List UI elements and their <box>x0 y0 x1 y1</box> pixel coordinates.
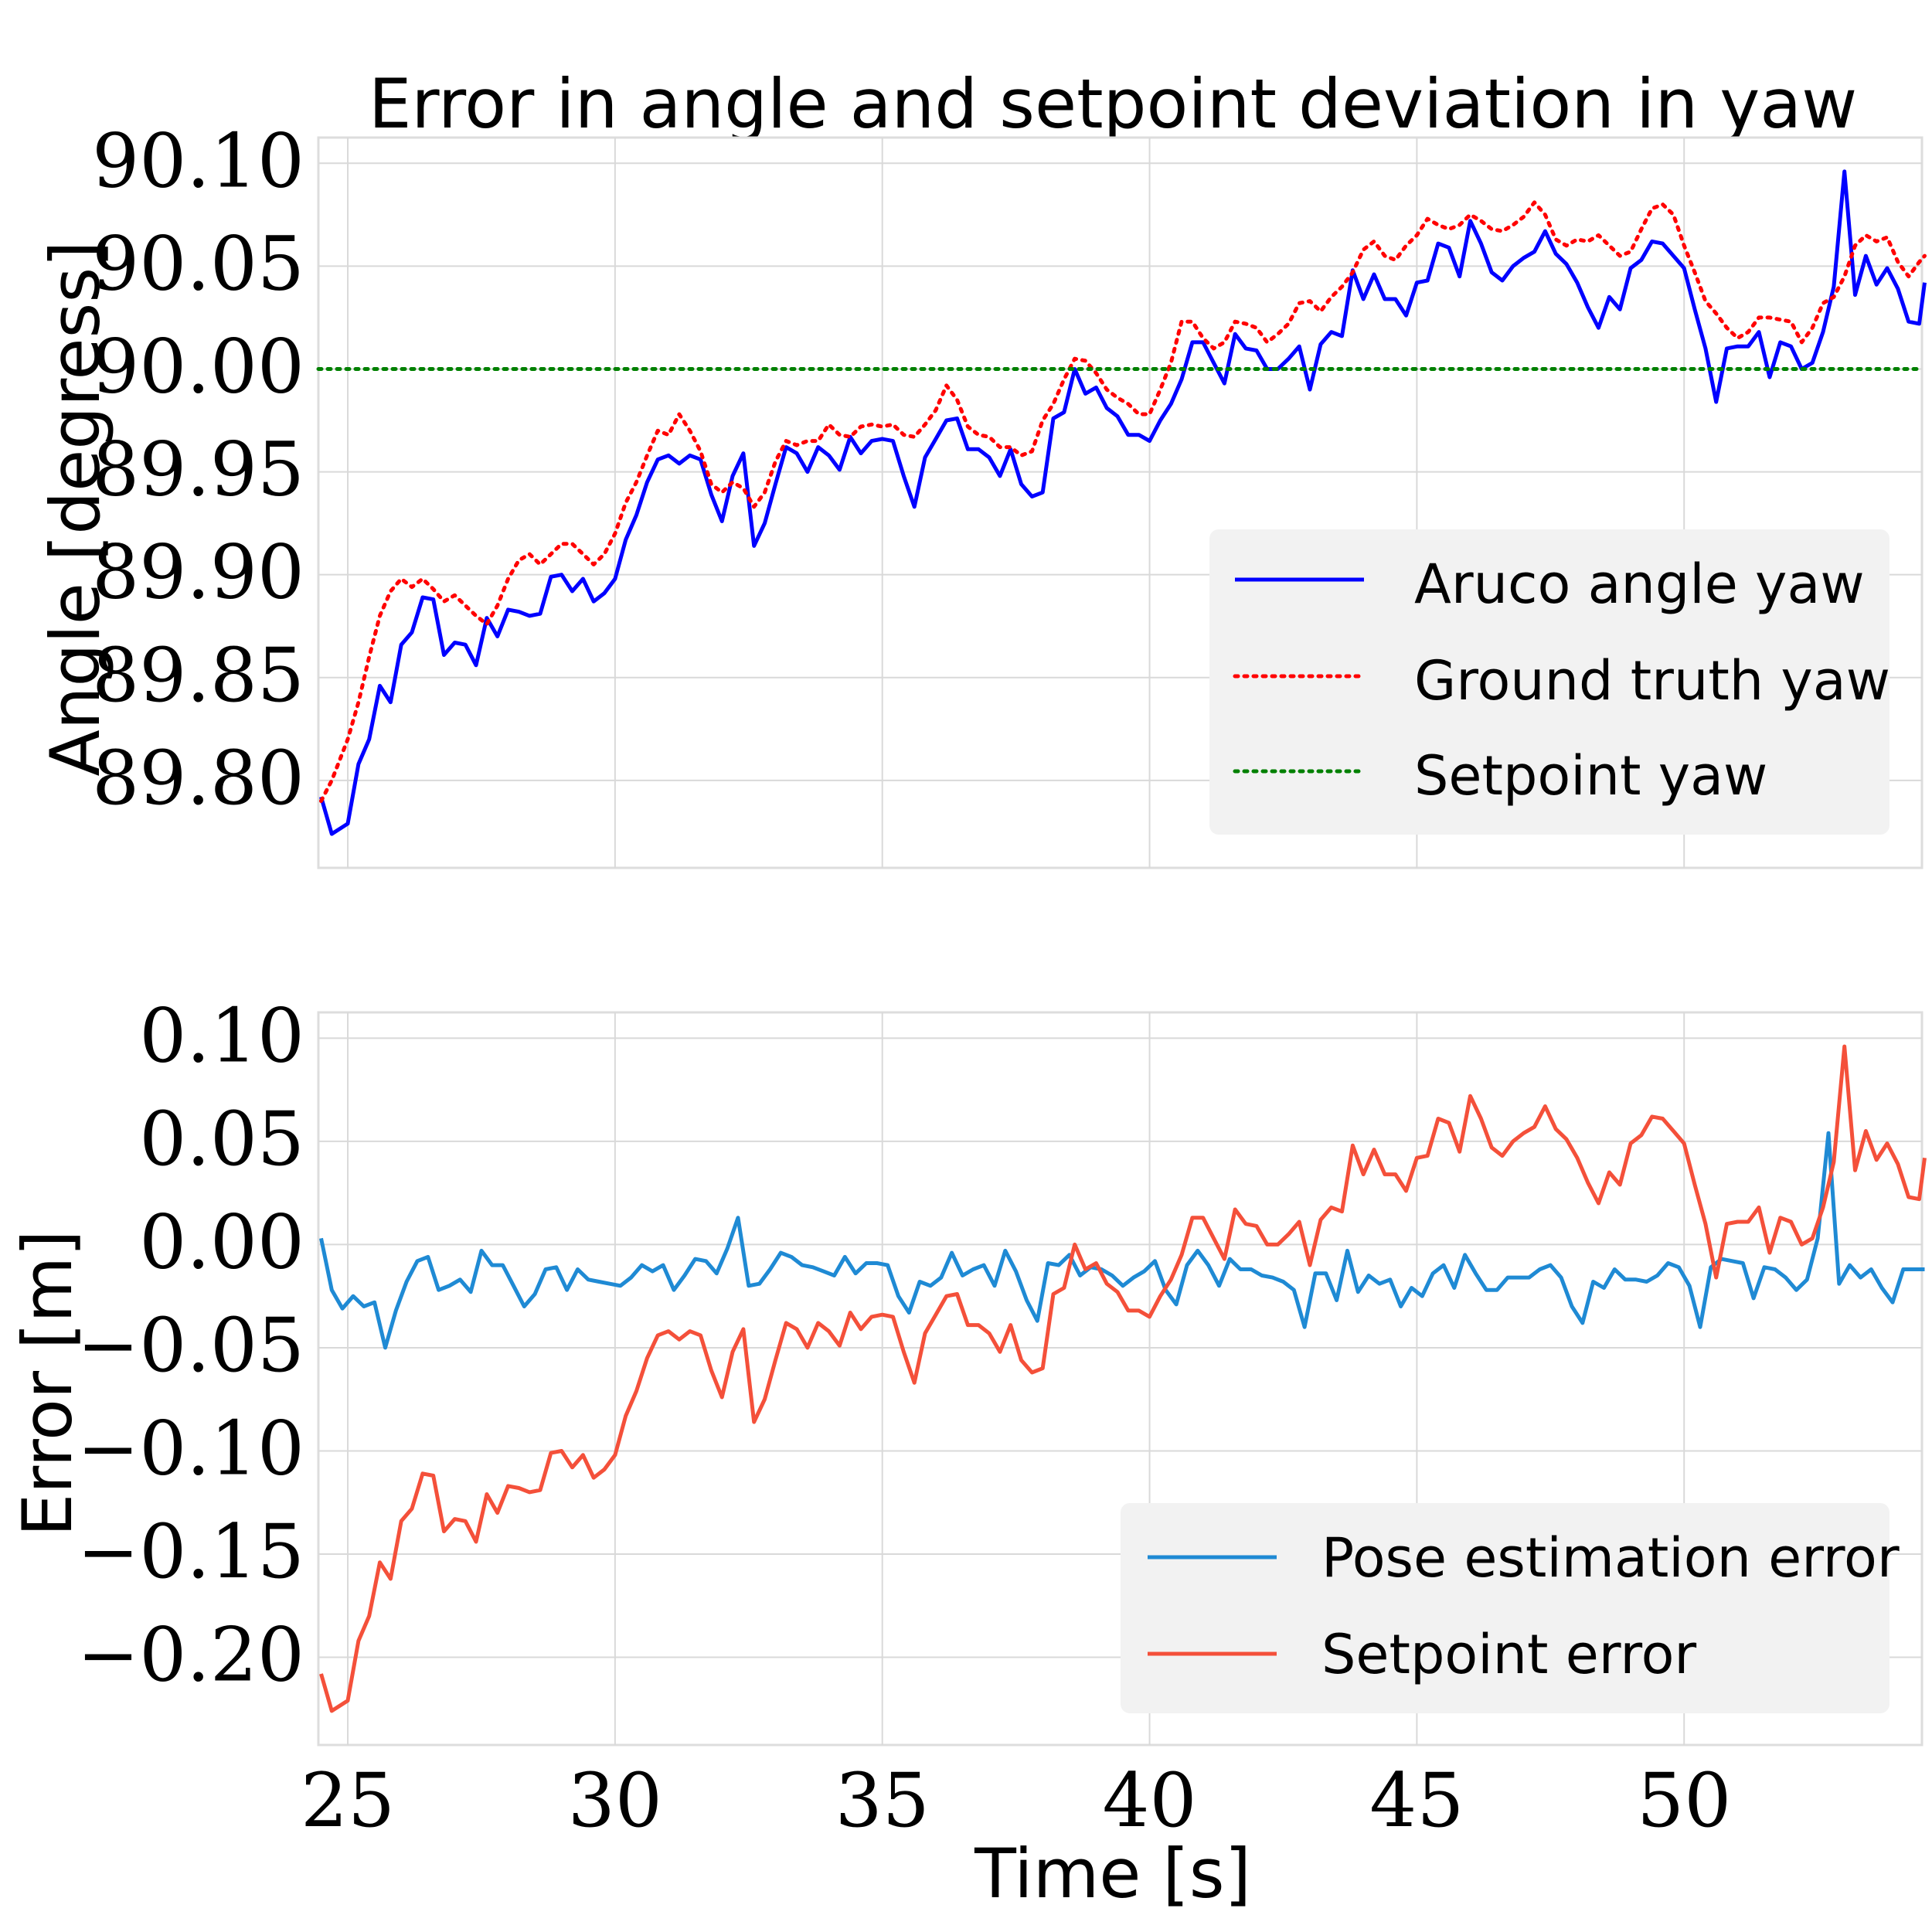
error-y-axis-label: Error [m] <box>8 1230 87 1537</box>
legend-setpoint-label: Setpoint yaw <box>1414 744 1767 808</box>
error-series-line <box>319 1131 1925 1350</box>
legend-ground-truth-label: Ground truth yaw <box>1414 649 1890 713</box>
x-tick-label: 35 <box>835 1757 930 1844</box>
legend-aruco-label: Aruco angle yaw <box>1414 553 1865 616</box>
error-series-line <box>319 1044 1927 1713</box>
angle-y-tick-label: 89.80 <box>92 735 304 821</box>
angle-legend: Aruco angle yaw Ground truth yaw Setpoin… <box>1209 529 1890 835</box>
error-series <box>319 1044 1927 1713</box>
angle-y-tick-label: 90.05 <box>92 220 304 307</box>
angle-series <box>316 169 1927 836</box>
legend-pose-error-label: Pose estimation error <box>1321 1526 1900 1590</box>
angle-y-tick-label: 89.85 <box>92 632 304 719</box>
error-y-tick-label: −0.10 <box>77 1405 304 1492</box>
error-y-tick-label: 0.05 <box>139 1096 304 1182</box>
angle-y-tick-label: 90.10 <box>92 117 304 204</box>
error-y-tick-label: −0.20 <box>77 1612 304 1699</box>
angle-series-line <box>319 169 1927 836</box>
angle-y-tick-label: 89.95 <box>92 427 304 513</box>
error-legend-box <box>1121 1503 1889 1713</box>
x-tick-label: 45 <box>1369 1757 1464 1844</box>
angle-panel: 89.80 89.85 89.90 89.95 90.00 90.05 90.10 Aruc… <box>36 117 1927 869</box>
x-tick-label: 30 <box>568 1757 662 1844</box>
x-tick-label: 25 <box>301 1757 395 1844</box>
x-axis-label: Time [s] <box>974 1834 1251 1913</box>
angle-y-tick-label: 89.90 <box>92 529 304 616</box>
angle-y-tick-labels: 89.80 89.85 89.90 89.95 90.00 90.05 90.10 <box>92 117 304 821</box>
angle-y-axis-label: Angle [degress] <box>36 241 115 777</box>
chart-title: Error in angle and setpoint deviation in… <box>369 64 1857 144</box>
error-x-tick-labels: 25 30 35 40 45 50 <box>301 1757 1731 1844</box>
error-y-tick-label: −0.05 <box>77 1302 304 1389</box>
legend-setpoint-error-label: Setpoint error <box>1321 1623 1696 1686</box>
error-legend: Pose estimation error Setpoint error <box>1121 1503 1900 1713</box>
angle-series-line <box>319 200 1927 803</box>
error-y-tick-labels: −0.20 −0.15 −0.10 −0.05 0.00 0.05 0.10 <box>77 992 304 1698</box>
x-tick-label: 40 <box>1102 1757 1196 1844</box>
error-y-tick-label: 0.10 <box>139 992 304 1079</box>
angle-y-tick-label: 90.00 <box>92 323 304 410</box>
error-panel: −0.20 −0.15 −0.10 −0.05 0.00 0.05 0.10 25 30 35 4… <box>8 992 1927 1844</box>
x-tick-label: 50 <box>1637 1757 1731 1844</box>
error-y-tick-label: −0.15 <box>77 1509 304 1595</box>
angle-legend-box <box>1209 529 1889 835</box>
error-y-tick-label: 0.00 <box>139 1199 304 1285</box>
